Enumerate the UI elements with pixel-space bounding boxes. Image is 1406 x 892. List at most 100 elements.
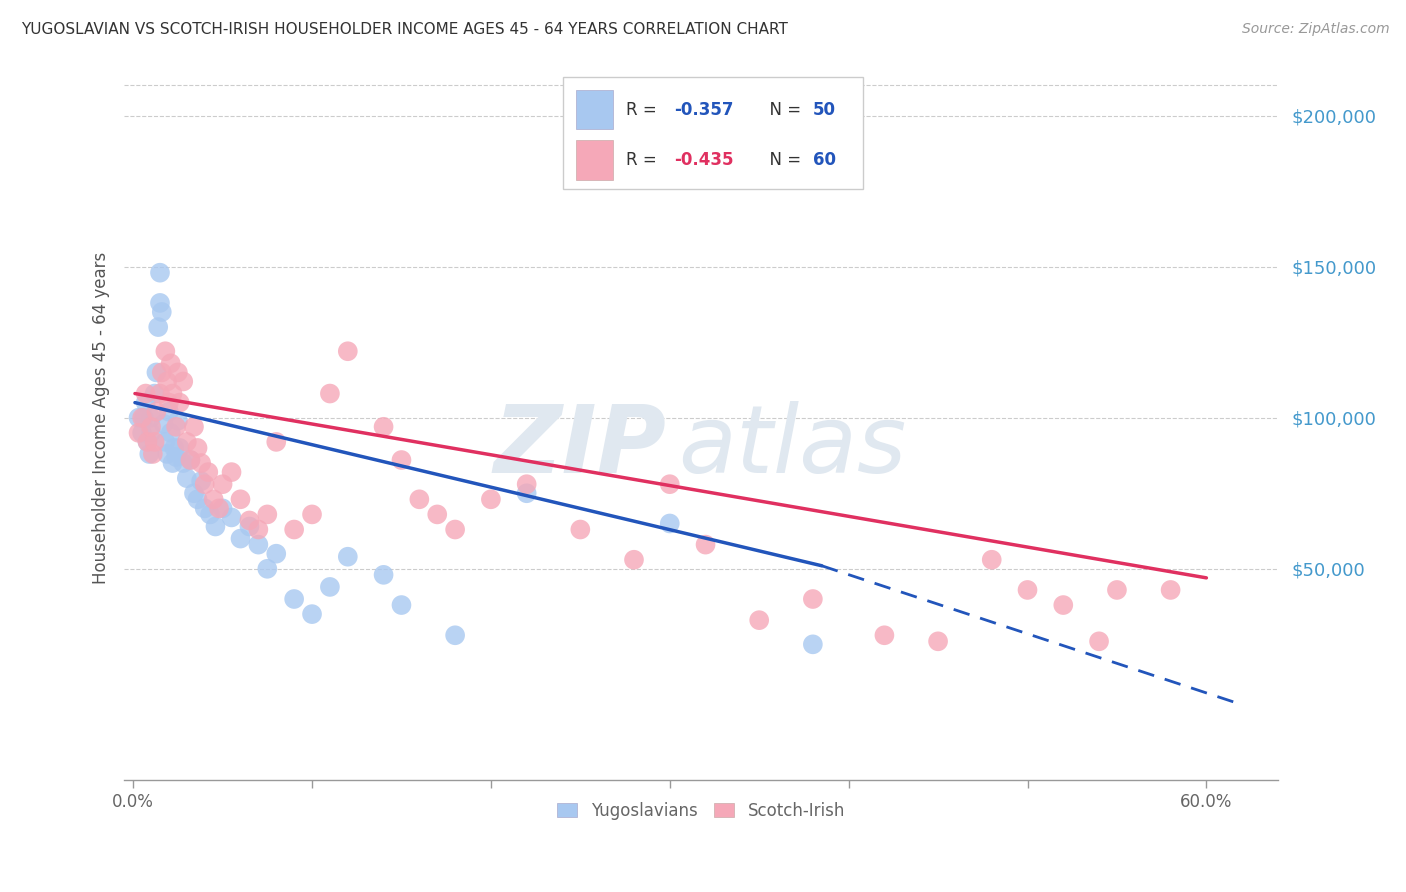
Text: YUGOSLAVIAN VS SCOTCH-IRISH HOUSEHOLDER INCOME AGES 45 - 64 YEARS CORRELATION CH: YUGOSLAVIAN VS SCOTCH-IRISH HOUSEHOLDER … xyxy=(21,22,787,37)
Point xyxy=(136,434,159,449)
Point xyxy=(221,465,243,479)
Point xyxy=(1017,582,1039,597)
Text: -0.357: -0.357 xyxy=(675,101,734,119)
Point xyxy=(149,386,172,401)
Point xyxy=(301,607,323,621)
Point xyxy=(336,549,359,564)
Point xyxy=(128,410,150,425)
Point xyxy=(373,419,395,434)
Point xyxy=(623,553,645,567)
Point xyxy=(301,508,323,522)
Point xyxy=(143,434,166,449)
Point xyxy=(247,523,270,537)
Point xyxy=(128,425,150,440)
Point xyxy=(658,477,681,491)
Point xyxy=(165,419,187,434)
Point xyxy=(444,628,467,642)
Point xyxy=(208,501,231,516)
Point xyxy=(132,410,155,425)
Point xyxy=(157,395,180,409)
Point xyxy=(176,434,198,449)
Point xyxy=(229,532,252,546)
Point xyxy=(155,344,177,359)
Point xyxy=(179,453,201,467)
Point xyxy=(145,365,167,379)
Point xyxy=(336,344,359,359)
FancyBboxPatch shape xyxy=(562,77,863,189)
Point xyxy=(194,477,217,491)
Point xyxy=(187,492,209,507)
Point xyxy=(183,419,205,434)
Point xyxy=(162,456,184,470)
Point xyxy=(202,492,225,507)
Point xyxy=(695,538,717,552)
Point xyxy=(927,634,949,648)
Point xyxy=(426,508,449,522)
Point xyxy=(135,386,157,401)
Point xyxy=(179,453,201,467)
Text: atlas: atlas xyxy=(678,401,907,492)
Point xyxy=(138,447,160,461)
Point xyxy=(149,266,172,280)
Text: N =: N = xyxy=(759,101,806,119)
Point xyxy=(1052,598,1074,612)
Point xyxy=(135,395,157,409)
Point xyxy=(229,492,252,507)
Point xyxy=(256,562,278,576)
Point xyxy=(167,365,190,379)
Y-axis label: Householder Income Ages 45 - 64 years: Householder Income Ages 45 - 64 years xyxy=(93,252,110,584)
Point xyxy=(156,375,179,389)
Point xyxy=(479,492,502,507)
Point xyxy=(319,386,342,401)
Point xyxy=(194,501,217,516)
Point xyxy=(211,501,233,516)
Point xyxy=(159,425,181,440)
Point xyxy=(169,395,191,409)
FancyBboxPatch shape xyxy=(576,140,613,180)
Point xyxy=(155,434,177,449)
Point xyxy=(150,365,173,379)
Point xyxy=(283,523,305,537)
Point xyxy=(283,592,305,607)
Point xyxy=(748,613,770,627)
Point xyxy=(391,453,413,467)
Text: -0.435: -0.435 xyxy=(675,152,734,169)
Point xyxy=(131,410,153,425)
Point xyxy=(516,477,538,491)
Point xyxy=(264,547,287,561)
Point xyxy=(569,523,592,537)
Point xyxy=(204,519,226,533)
Point xyxy=(136,434,159,449)
Point xyxy=(373,567,395,582)
Point xyxy=(801,637,824,651)
Point xyxy=(221,510,243,524)
Point xyxy=(190,456,212,470)
Point xyxy=(238,513,260,527)
Point xyxy=(187,441,209,455)
Point xyxy=(148,320,170,334)
Text: R =: R = xyxy=(626,101,662,119)
Text: N =: N = xyxy=(759,152,806,169)
FancyBboxPatch shape xyxy=(576,89,613,129)
Point xyxy=(143,386,166,401)
Point xyxy=(169,441,191,455)
Point xyxy=(980,553,1002,567)
Point xyxy=(139,425,162,440)
Point xyxy=(444,523,467,537)
Point xyxy=(658,516,681,531)
Point xyxy=(149,296,172,310)
Point xyxy=(172,456,194,470)
Point xyxy=(256,508,278,522)
Point xyxy=(264,434,287,449)
Point xyxy=(172,375,194,389)
Point xyxy=(190,474,212,488)
Point xyxy=(319,580,342,594)
Point xyxy=(873,628,896,642)
Point xyxy=(150,305,173,319)
Point xyxy=(198,508,221,522)
Point xyxy=(139,419,162,434)
Point xyxy=(238,519,260,533)
Point xyxy=(391,598,413,612)
Point xyxy=(516,486,538,500)
Point xyxy=(142,447,165,461)
